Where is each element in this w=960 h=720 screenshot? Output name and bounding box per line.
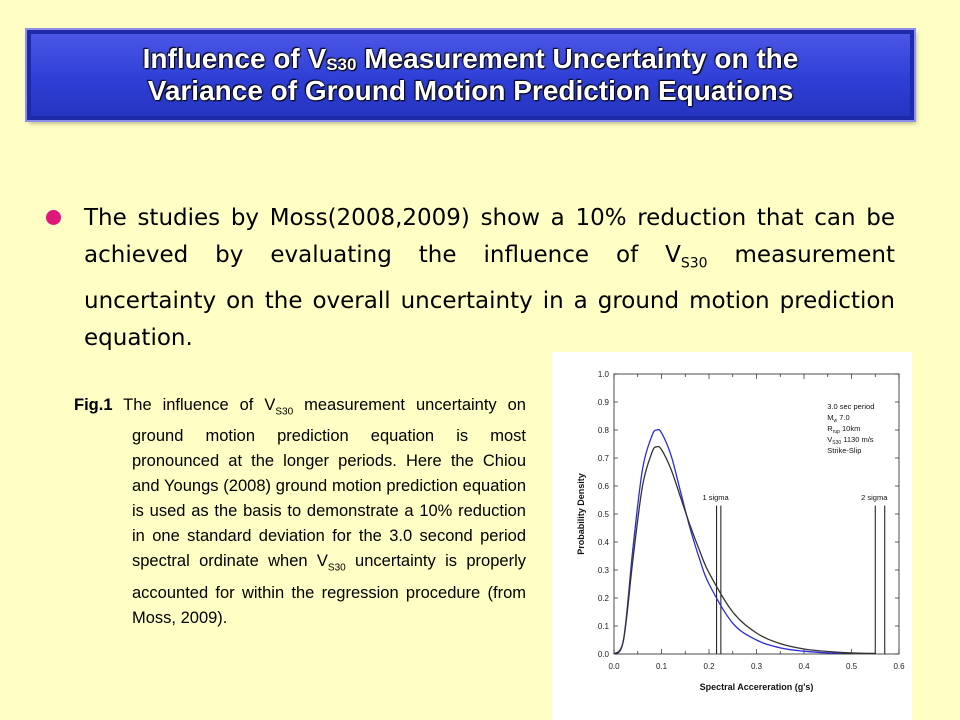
- bullet-item: The studies by Moss(2008,2009) show a 10…: [40, 200, 895, 357]
- x-tick-label: 0.3: [751, 662, 763, 671]
- y-tick-label: 1.0: [598, 370, 610, 379]
- x-axis-label: Spectral Accereration (g's): [700, 682, 814, 692]
- bullet-dot-icon: [46, 210, 61, 225]
- title-line-2: Variance of Ground Motion Prediction Equ…: [147, 75, 794, 106]
- legend-line: Rrup 10km: [827, 424, 860, 435]
- x-tick-label: 0.2: [703, 662, 715, 671]
- y-tick-label: 0.3: [598, 566, 610, 575]
- x-tick-label: 0.4: [798, 662, 810, 671]
- bullet-text: The studies by Moss(2008,2009) show a 10…: [84, 205, 895, 351]
- x-tick-label: 0.6: [893, 662, 905, 671]
- y-tick-label: 0.5: [598, 510, 610, 519]
- x-tick-label: 0.5: [846, 662, 858, 671]
- y-tick-label: 0.1: [598, 622, 610, 631]
- y-axis-label: Probability Density: [576, 473, 586, 555]
- density-curve-series-2: [613, 445, 876, 655]
- chart-background: [552, 352, 912, 720]
- figure-caption: Fig.1 The influence of VS30 measurement …: [74, 396, 526, 627]
- y-tick-label: 0.8: [598, 426, 610, 435]
- sigma-marker-label: 1 sigma: [702, 493, 729, 502]
- y-tick-label: 0.0: [598, 650, 610, 659]
- chart-panel: 0.0 0.1 0.2 0.3 0.4 0.5 0.6 0.0 0.1 0.2 0.3 0.4 0.5…: [552, 352, 912, 720]
- plot-frame: [613, 373, 900, 655]
- sigma-marker-label: 2 sigma: [861, 493, 888, 502]
- legend-line: 3.0 sec period: [827, 402, 874, 411]
- title-line-1: Influence of VS30 Measurement Uncertaint…: [142, 42, 799, 74]
- y-tick-label: 0.2: [598, 594, 610, 603]
- probability-density-chart: 0.0 0.1 0.2 0.3 0.4 0.5 0.6 0.0 0.1 0.2 0.3 0.4 0.5…: [552, 352, 912, 720]
- density-curve-series-1: [613, 428, 852, 655]
- y-tick-label: 0.9: [598, 398, 610, 407]
- y-tick-label: 0.4: [598, 538, 610, 547]
- y-tick-label: 0.6: [598, 482, 610, 491]
- y-tick-label: 0.7: [598, 454, 610, 463]
- legend-line: VS30 1130 m/s: [827, 435, 874, 446]
- legend-line: Strike-Slip: [827, 446, 861, 455]
- slide-title: Influence of VS30 Measurement Uncertaint…: [27, 30, 914, 120]
- legend-line: Mw 7.0: [827, 413, 849, 424]
- x-tick-label: 0.1: [656, 662, 668, 671]
- x-tick-label: 0.0: [608, 662, 620, 671]
